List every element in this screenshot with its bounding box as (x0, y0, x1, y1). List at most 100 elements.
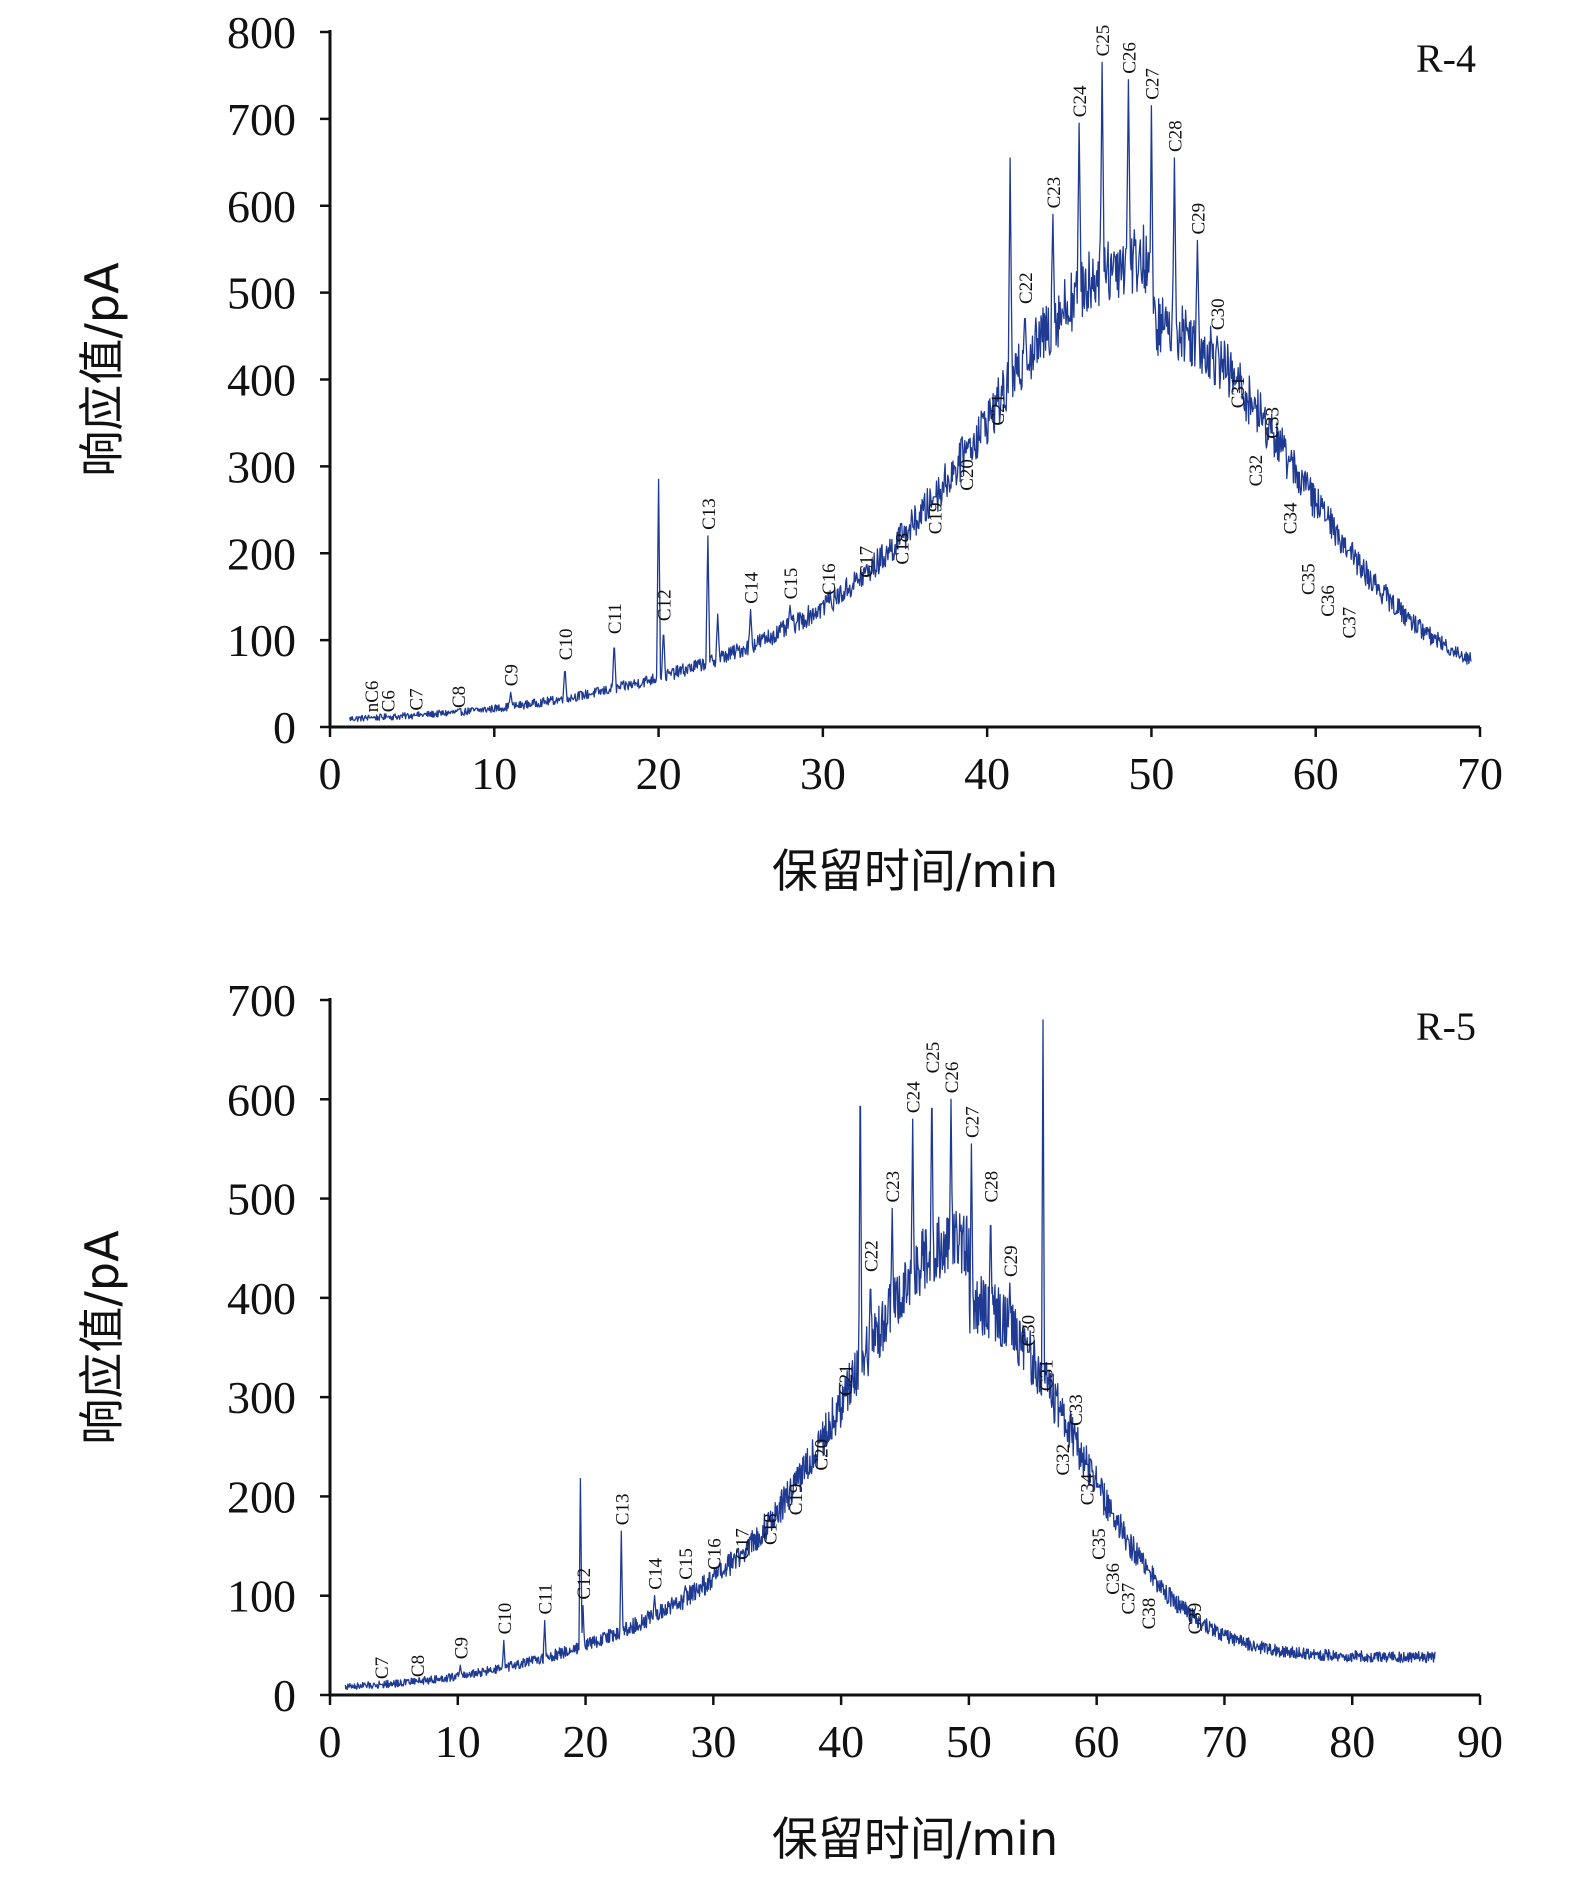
peak-label: C12 (574, 1568, 595, 1600)
peak-label: C39 (1185, 1603, 1206, 1635)
peak-label: C26 (1119, 42, 1140, 74)
peak-label: C35 (1299, 563, 1320, 595)
x-tick-label: 0 (319, 1716, 342, 1767)
peak-label: C34 (1077, 1473, 1098, 1505)
x-axis-title: 保留时间/min (772, 844, 1058, 898)
y-tick-label: 200 (227, 528, 296, 579)
y-tick-label: 100 (227, 1571, 296, 1622)
y-tick-label: 800 (227, 7, 296, 58)
y-tick-label: 400 (227, 1273, 296, 1324)
peak-label: C34 (1280, 502, 1301, 534)
peak-label: nC6 (362, 681, 383, 713)
peak-label: C20 (812, 1439, 833, 1471)
peak-label: C36 (1318, 585, 1339, 617)
peak-label: C22 (1016, 272, 1037, 304)
peak-label: C27 (962, 1106, 983, 1138)
y-tick-label: 500 (227, 268, 296, 319)
peak-label: C8 (449, 686, 470, 708)
peak-label: C33 (1262, 407, 1283, 439)
y-axis-title: 响应值/pA (75, 262, 129, 477)
x-tick-label: 70 (1457, 748, 1503, 799)
peak-label: C29 (1188, 203, 1209, 235)
peak-label: C26 (942, 1062, 963, 1094)
peak-label: C13 (699, 498, 720, 530)
chromatogram-trace (344, 1019, 1436, 1690)
peak-label: C17 (857, 546, 878, 578)
x-axis-title: 保留时间/min (772, 1812, 1058, 1866)
peak-label: C29 (1001, 1245, 1022, 1277)
peak-label: C25 (1093, 25, 1114, 57)
peak-label: C14 (742, 572, 763, 604)
x-tick-label: 20 (563, 1716, 609, 1767)
y-tick-label: 300 (227, 1372, 296, 1423)
peak-label: C32 (1053, 1444, 1074, 1476)
sample-label: R-4 (1416, 36, 1476, 81)
peak-label: C27 (1142, 68, 1163, 100)
peak-label: C37 (1118, 1583, 1139, 1615)
peak-label: C10 (556, 629, 577, 661)
x-tick-label: 50 (1128, 748, 1174, 799)
x-tick-label: 30 (800, 748, 846, 799)
peak-label: C38 (1139, 1598, 1160, 1630)
peak-label: C12 (655, 589, 676, 621)
peak-label: C28 (982, 1171, 1003, 1203)
peak-label: C18 (761, 1513, 782, 1545)
peak-label: C19 (926, 503, 947, 535)
peak-label: C30 (1019, 1315, 1040, 1347)
peak-label: C16 (704, 1538, 725, 1570)
peak-label: C17 (732, 1528, 753, 1560)
peak-label: C25 (923, 1042, 944, 1074)
x-tick-label: 20 (636, 748, 682, 799)
x-tick-label: 80 (1329, 1716, 1375, 1767)
peak-label: C33 (1066, 1394, 1087, 1426)
peak-label: C28 (1165, 120, 1186, 152)
peak-label: C8 (408, 1655, 429, 1677)
peak-label: C21 (988, 394, 1009, 426)
y-tick-label: 0 (273, 1670, 296, 1721)
peak-label: C15 (676, 1548, 697, 1580)
peak-label: C24 (1070, 85, 1091, 117)
peak-label: C32 (1246, 455, 1267, 487)
y-tick-label: 600 (227, 181, 296, 232)
x-tick-label: 90 (1457, 1716, 1503, 1767)
peak-label: C21 (836, 1364, 857, 1396)
y-tick-label: 700 (227, 975, 296, 1026)
peak-label: C23 (1044, 177, 1065, 209)
x-tick-label: 30 (690, 1716, 736, 1767)
chromatogram-trace (349, 61, 1472, 722)
x-tick-label: 70 (1201, 1716, 1247, 1767)
x-tick-label: 40 (818, 1716, 864, 1767)
y-tick-label: 700 (227, 94, 296, 145)
peak-label: C9 (451, 1637, 472, 1659)
y-tick-label: 100 (227, 615, 296, 666)
chromatogram-panel-r4: 0 10 20 30 40 50 60 700100200300400500600700800… (75, 7, 1503, 898)
y-tick-label: 0 (273, 702, 296, 753)
x-tick-label: 0 (319, 748, 342, 799)
chromatogram-panel-r5: 0 10 20 30 40 50 60 70 80 90 0 100 200 300 400 500 600 70… (75, 975, 1503, 1866)
peak-label: C7 (372, 1657, 393, 1679)
peak-label: C35 (1089, 1528, 1110, 1560)
peak-label: C6 (379, 690, 400, 712)
peak-label: C11 (605, 603, 626, 634)
peak-label: C24 (904, 1081, 925, 1113)
peak-label: C10 (495, 1603, 516, 1635)
y-tick-label: 300 (227, 441, 296, 492)
y-tick-label: 500 (227, 1174, 296, 1225)
y-tick-label: 400 (227, 355, 296, 406)
y-tick-label: 600 (227, 1074, 296, 1125)
peak-label: C18 (893, 533, 914, 565)
peak-label: C31 (1228, 377, 1249, 409)
sample-label: R-5 (1416, 1004, 1476, 1049)
peak-label: C22 (862, 1240, 883, 1272)
peak-label: C16 (819, 563, 840, 595)
peak-label: C14 (646, 1558, 667, 1590)
peak-label: C9 (502, 664, 523, 686)
peak-label: C19 (786, 1484, 807, 1516)
peak-label: C36 (1103, 1563, 1124, 1595)
peak-label: C30 (1208, 298, 1229, 330)
x-tick-label: 50 (946, 1716, 992, 1767)
x-tick-label: 10 (471, 748, 517, 799)
x-tick-label: 60 (1074, 1716, 1120, 1767)
peak-label: C11 (536, 1584, 557, 1615)
